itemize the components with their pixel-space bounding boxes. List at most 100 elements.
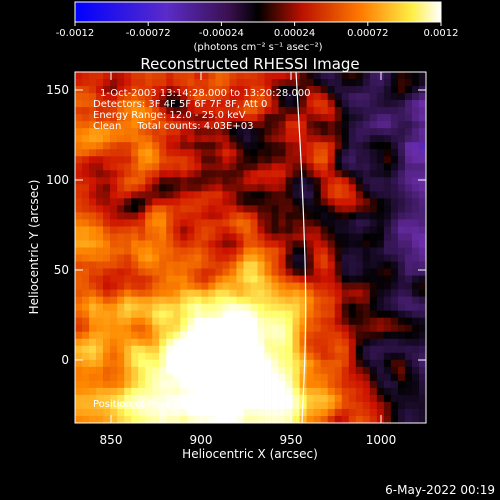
heatmap-cell xyxy=(173,100,181,108)
heatmap-cell xyxy=(103,93,111,101)
heatmap-cell xyxy=(215,324,223,333)
heatmap-cell xyxy=(152,415,160,423)
heatmap-cell xyxy=(152,247,160,255)
heatmap-cell xyxy=(285,93,293,101)
chart-title: Reconstructed RHESSI Image xyxy=(140,55,359,73)
heatmap-cell xyxy=(390,100,399,108)
heatmap-cell xyxy=(334,296,343,304)
heatmap-cell xyxy=(418,415,426,423)
heatmap-cell xyxy=(348,366,357,375)
heatmap-cell xyxy=(306,135,314,143)
heatmap-cell xyxy=(264,177,272,185)
heatmap-cell xyxy=(131,345,139,354)
heatmap-cell xyxy=(348,163,357,171)
heatmap-cell xyxy=(250,219,258,227)
heatmap-cell xyxy=(152,128,160,136)
heatmap-cell xyxy=(75,352,83,361)
heatmap-cell xyxy=(264,310,272,318)
heatmap-cell xyxy=(236,86,244,94)
heatmap-cell xyxy=(89,212,97,220)
heatmap-cell xyxy=(243,170,251,178)
heatmap-cell xyxy=(138,394,146,403)
heatmap-cell xyxy=(243,394,251,403)
heatmap-cell xyxy=(138,163,146,171)
heatmap-cell xyxy=(264,338,272,347)
heatmap-cell xyxy=(180,331,188,340)
heatmap-cell xyxy=(404,198,413,206)
heatmap-cell xyxy=(271,324,279,333)
heatmap-cell xyxy=(194,275,202,283)
heatmap-cell xyxy=(229,401,237,410)
heatmap-cell xyxy=(124,163,132,171)
heatmap-cell xyxy=(208,163,216,171)
heatmap-cell xyxy=(152,261,160,269)
heatmap-cell xyxy=(313,366,321,375)
heatmap-cell xyxy=(320,142,329,150)
heatmap-cell xyxy=(222,184,230,192)
heatmap-cell xyxy=(75,184,83,192)
heatmap-cell xyxy=(103,219,111,227)
heatmap-cell xyxy=(173,247,181,255)
heatmap-cell xyxy=(362,93,371,101)
heatmap-cell xyxy=(355,198,364,206)
heatmap-cell xyxy=(208,415,216,423)
heatmap-cell xyxy=(187,331,195,340)
heatmap-cell xyxy=(369,86,378,94)
heatmap-cell xyxy=(187,177,195,185)
heatmap-cell xyxy=(355,219,364,227)
heatmap-cell xyxy=(264,275,272,283)
heatmap-cell xyxy=(285,338,293,347)
heatmap-cell xyxy=(138,247,146,255)
heatmap-cell xyxy=(341,415,350,423)
heatmap-cell xyxy=(229,317,237,326)
heatmap-cell xyxy=(229,163,237,171)
heatmap-cell xyxy=(173,156,181,164)
heatmap-cell xyxy=(117,163,125,171)
heatmap-cell xyxy=(376,366,385,375)
heatmap-cell xyxy=(131,156,139,164)
heatmap-cell xyxy=(250,408,258,417)
heatmap-cell xyxy=(103,72,111,80)
heatmap-cell xyxy=(82,142,90,150)
heatmap-cell xyxy=(208,247,216,255)
heatmap-cell xyxy=(264,268,272,276)
heatmap-cell xyxy=(166,233,174,241)
heatmap-cell xyxy=(243,212,251,220)
heatmap-cell xyxy=(159,408,167,417)
heatmap-cell xyxy=(159,93,167,101)
heatmap-cell xyxy=(152,170,160,178)
heatmap-cell xyxy=(376,282,385,290)
heatmap-cell xyxy=(369,275,378,283)
heatmap-cell xyxy=(201,282,209,290)
heatmap-cell xyxy=(306,359,314,368)
heatmap-cell xyxy=(320,282,329,290)
heatmap-cell xyxy=(320,135,329,143)
heatmap-cell xyxy=(376,359,385,368)
heatmap-cell xyxy=(138,177,146,185)
heatmap-cell xyxy=(173,93,181,101)
heatmap-cell xyxy=(187,240,195,248)
heatmap-cell xyxy=(124,72,132,80)
heatmap-cell xyxy=(313,93,321,101)
heatmap-cell xyxy=(194,156,202,164)
heatmap-cell xyxy=(334,380,343,389)
heatmap-cell xyxy=(124,415,132,423)
heatmap-cell xyxy=(271,345,279,354)
heatmap-cell xyxy=(103,149,111,157)
heatmap-cell xyxy=(117,317,125,326)
heatmap-cell xyxy=(145,394,153,403)
heatmap-cell xyxy=(362,366,371,375)
heatmap-cell xyxy=(369,177,378,185)
heatmap-cell xyxy=(264,72,272,80)
heatmap-cell xyxy=(334,121,343,129)
heatmap-cell xyxy=(278,401,286,410)
heatmap-cell xyxy=(397,380,406,389)
heatmap-cell xyxy=(180,198,188,206)
heatmap-cell xyxy=(124,331,132,340)
heatmap-cell xyxy=(236,233,244,241)
heatmap-cell xyxy=(96,156,104,164)
heatmap-cell xyxy=(110,317,118,326)
heatmap-cell xyxy=(397,387,406,396)
heatmap-cell xyxy=(82,338,90,347)
heatmap-cell xyxy=(257,247,265,255)
